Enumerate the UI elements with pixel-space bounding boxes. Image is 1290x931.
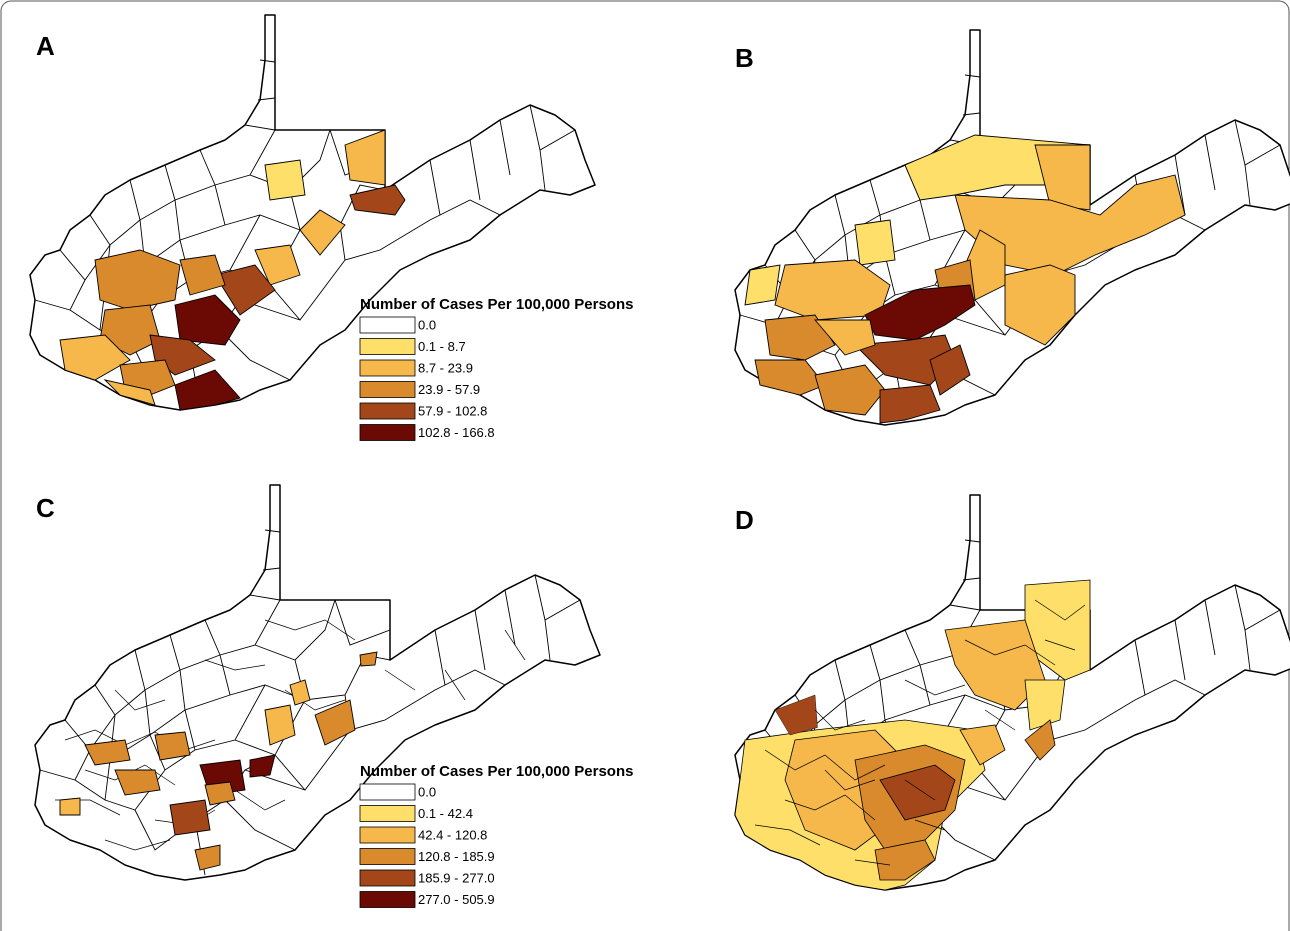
legend-label: 0.0 — [418, 784, 436, 799]
legend-swatch — [360, 849, 415, 865]
legend-swatch — [360, 892, 415, 908]
legend-label: 120.8 - 185.9 — [418, 849, 495, 864]
panel-label: D — [735, 505, 754, 535]
legend-swatch — [360, 403, 415, 419]
legend-swatch — [360, 317, 415, 333]
legend-swatch — [360, 870, 415, 886]
legend-swatch — [360, 425, 415, 441]
legend-title: Number of Cases Per 100,000 Persons — [360, 296, 633, 313]
panel-label: C — [36, 493, 55, 523]
legend-label: 102.8 - 166.8 — [418, 425, 495, 440]
legend-label: 23.9 - 57.9 — [418, 382, 480, 397]
legend-label: 0.1 - 42.4 — [418, 806, 473, 821]
legend-label: 42.4 - 120.8 — [418, 827, 487, 842]
state-outline — [35, 485, 600, 880]
map-panel — [735, 30, 1290, 425]
panel-label: B — [735, 43, 754, 73]
legend-label: 0.0 — [418, 317, 436, 332]
legend-swatch — [360, 339, 415, 355]
legend-swatch — [360, 784, 415, 800]
legend-label: 185.9 - 277.0 — [418, 870, 495, 885]
legend-title: Number of Cases Per 100,000 Persons — [360, 763, 633, 780]
legend-swatch — [360, 360, 415, 376]
figure: A B C D Number of Cases Per 100,000 Persons… — [0, 0, 1290, 931]
legend-label: 277.0 - 505.9 — [418, 892, 495, 907]
map-panel — [735, 495, 1290, 890]
legend-swatch — [360, 382, 415, 398]
map-panel — [30, 15, 595, 410]
map-panel — [35, 485, 600, 880]
legend-label: 0.1 - 8.7 — [418, 339, 466, 354]
legend-label: 57.9 - 102.8 — [418, 403, 487, 418]
figure-canvas: A B C D Number of Cases Per 100,000 Persons… — [0, 0, 1290, 931]
legend-swatch — [360, 806, 415, 822]
legend-label: 8.7 - 23.9 — [418, 360, 473, 375]
panel-label: A — [36, 31, 55, 61]
legend-swatch — [360, 827, 415, 843]
